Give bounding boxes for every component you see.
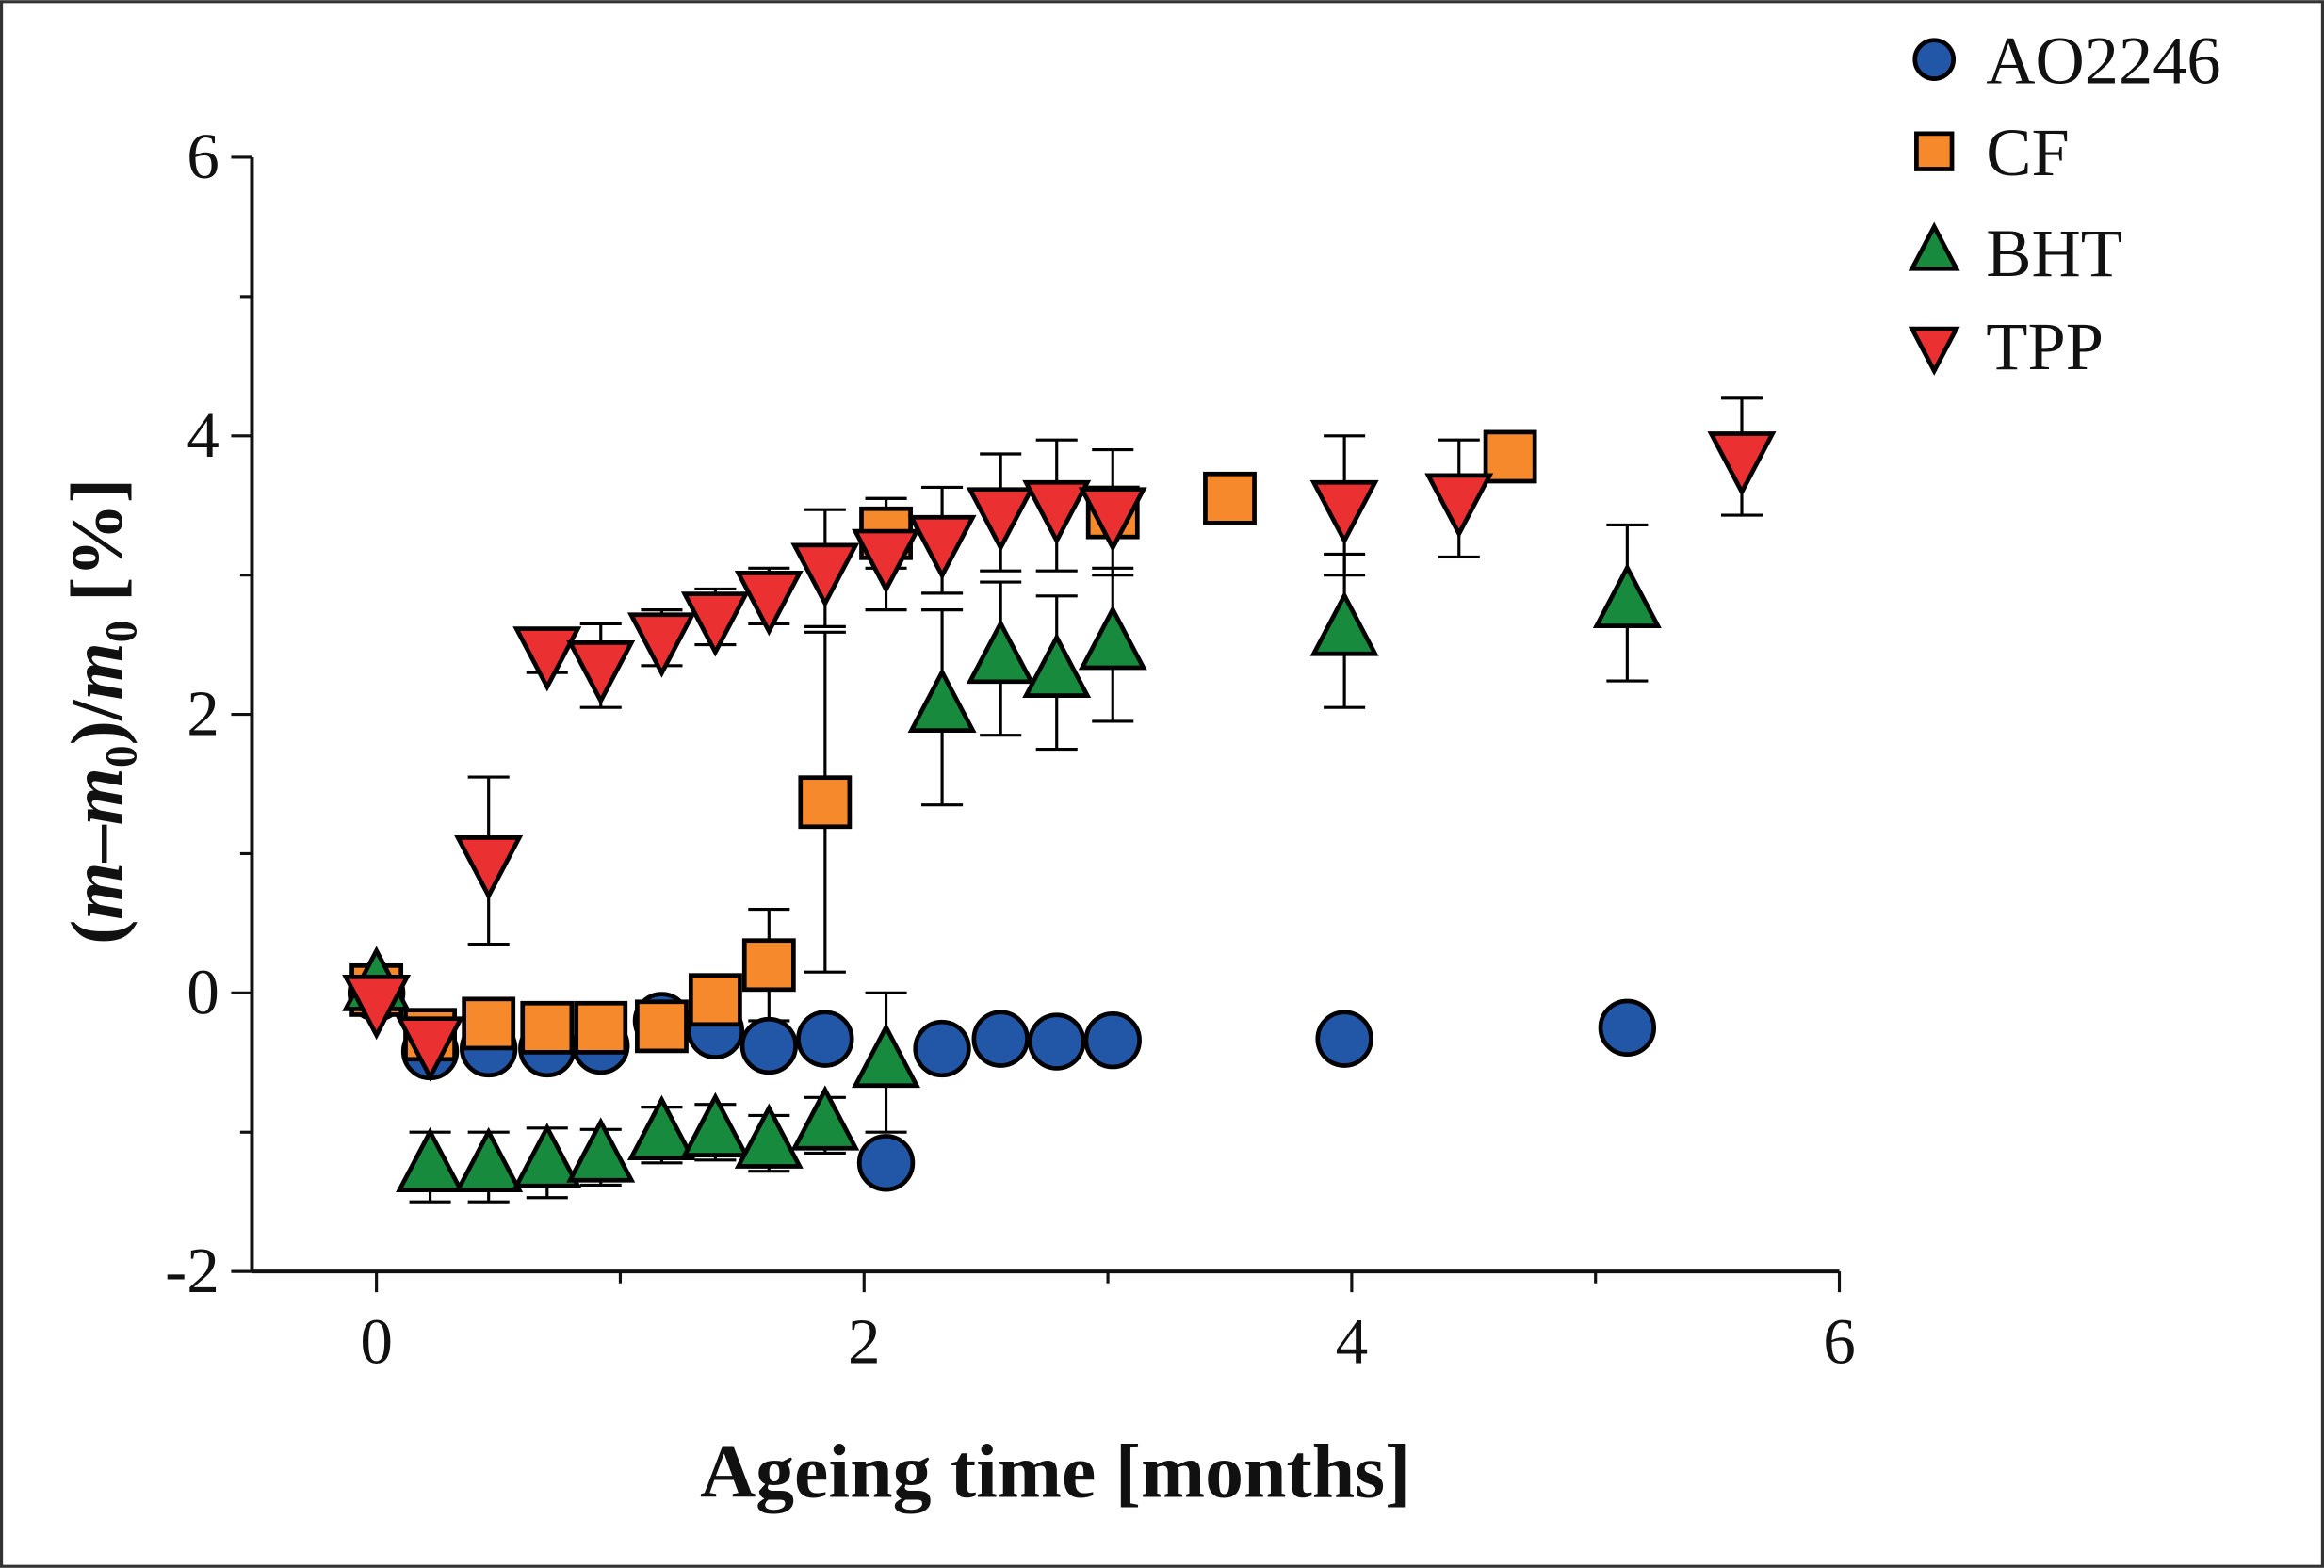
data-point-ao2246 [913,1019,971,1078]
legend-label-cf: CF [1986,115,2070,190]
legend-label-ao2246: AO2246 [1986,23,2220,98]
data-point-tpp [566,640,636,706]
legend-marker-cf [1914,131,1955,171]
data-point-tpp [680,591,750,657]
data-point-tpp [1078,487,1147,553]
data-point-tpp [1022,479,1092,546]
data-point-ao2246 [796,1010,854,1068]
data-point-tpp [512,626,582,692]
y-tick-label: 2 [187,677,219,750]
y-tick-label: -2 [165,1234,219,1306]
data-point-tpp [1707,431,1777,497]
data-point-tpp [907,514,977,581]
x-tick-label: 6 [1823,1305,1856,1378]
data-marks [342,396,1777,1204]
data-point-ao2246 [856,1134,916,1192]
x-tick-label: 2 [848,1305,881,1378]
data-point-ao2246 [1315,1010,1373,1068]
data-point-bht [1592,562,1662,629]
data-point-tpp [734,571,804,637]
data-point-cf [1483,429,1537,484]
x-tick-label: 4 [1336,1305,1369,1378]
data-point-cf [741,938,796,993]
data-point-bht [512,1123,582,1188]
data-point-tpp [790,542,860,608]
y-tick-label: 0 [187,955,219,1027]
data-point-tpp [626,612,696,678]
data-point-bht [566,1117,636,1183]
data-point-tpp [852,528,921,594]
legend-label-tpp: TPP [1986,309,2104,384]
data-point-bht [966,618,1035,685]
x-axis-label: Ageing time [months] [700,1428,1410,1513]
data-point-cf [520,1000,575,1055]
data-point-ao2246 [1028,1012,1086,1071]
y-axis-label: (m–m0)/m0 [%] [57,478,147,945]
data-point-tpp [454,835,524,901]
data-point-ao2246 [971,1010,1030,1068]
data-point-bht [852,1022,921,1089]
data-point-bht [790,1085,860,1151]
data-point-tpp [1309,479,1379,546]
data-point-bht [907,667,977,733]
legend-marker-bht [1908,221,1960,271]
data-point-cf [574,1000,628,1055]
data-point-ao2246 [1083,1010,1142,1070]
data-point-bht [396,1126,465,1192]
legend-marker-ao2246 [1912,38,1957,81]
legend-marker-tpp [1908,326,1960,376]
data-point-tpp [396,1016,465,1082]
data-point-bht [680,1091,750,1158]
data-point-bht [626,1094,696,1160]
data-point-bht [454,1126,524,1192]
data-point-tpp [342,974,412,1041]
data-point-cf [635,999,689,1054]
legend: AO2246 CF BHT TPP [1908,23,2221,384]
data-point-cf [1203,471,1257,525]
data-point-cf [462,996,516,1051]
x-tick-label: 0 [360,1305,393,1378]
data-point-tpp [1424,473,1494,539]
data-point-ao2246 [1598,998,1657,1057]
data-point-cf [688,973,742,1027]
data-point-bht [1078,605,1147,671]
data-point-ao2246 [739,1016,799,1075]
y-tick-label: 6 [187,120,219,192]
data-point-cf [798,775,853,830]
y-tick-label: 4 [187,398,219,471]
data-point-bht [734,1103,804,1169]
data-point-bht [1022,632,1092,698]
axes: -2 0 2 4 6 0 2 4 6 [165,120,1856,1378]
legend-label-bht: BHT [1986,216,2122,291]
data-point-bht [1309,590,1379,656]
data-point-tpp [966,487,1035,553]
